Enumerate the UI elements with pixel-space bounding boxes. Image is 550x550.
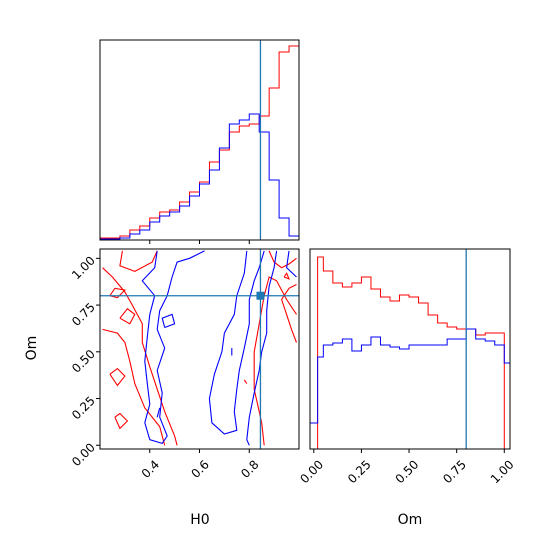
om-hist-red — [310, 256, 505, 450]
contour-red-6 — [109, 287, 127, 299]
h0-marginal-panel — [99, 39, 300, 244]
contour-blue-4 — [161, 313, 176, 329]
h0-om-joint-panel: 0.4 0.6 0.8 0.00 0.25 0.50 0.75 1.00 — [69, 248, 300, 481]
joint-truth-marker — [256, 291, 265, 300]
contour-red-11 — [283, 272, 291, 280]
h0-marginal-frame — [99, 39, 300, 241]
contour-blue-1 — [208, 250, 265, 435]
om-x-tick-label: 0.50 — [393, 457, 422, 486]
om-hist-blue — [309, 328, 511, 449]
contour-blue-2 — [246, 250, 278, 446]
om-x-tick-label: 1.00 — [488, 457, 517, 486]
om-marginal-panel: 0.00 0.25 0.50 0.75 1.00 — [297, 248, 517, 486]
h0-tick-label: 0.6 — [188, 457, 211, 480]
om-marginal-frame — [309, 248, 511, 450]
y-axis-label-om: Om — [24, 336, 40, 361]
h0-tick-label: 0.8 — [238, 457, 261, 480]
contour-red-3 — [114, 412, 129, 430]
contour-red-2 — [119, 250, 158, 273]
h0-tick-label: 0.4 — [139, 457, 162, 480]
joint-contours — [102, 250, 298, 446]
h0-hist-red — [99, 45, 300, 240]
contour-red-1 — [102, 267, 178, 446]
contour-red-8 — [253, 276, 297, 446]
om-x-tick-label: 0.75 — [440, 457, 469, 486]
contour-red-10 — [243, 379, 248, 384]
contour-red-7 — [268, 250, 297, 269]
contour-blue-0 — [141, 250, 205, 445]
contour-blue-6 — [156, 407, 161, 418]
contour-red-9 — [280, 284, 298, 343]
om-tick-label: 0.50 — [69, 347, 98, 376]
om-tick-label: 0.25 — [69, 394, 98, 423]
contour-red-0 — [102, 328, 166, 446]
om-x-tick-label: 0.25 — [345, 457, 374, 486]
om-tick-label: 0.00 — [69, 440, 98, 469]
x-axis-label-om: Om — [398, 512, 423, 528]
x-axis-label-h0: H0 — [190, 512, 209, 528]
contour-red-4 — [109, 367, 126, 387]
om-tick-label: 0.75 — [69, 300, 98, 329]
h0-hist-blue — [99, 113, 300, 240]
contour-red-5 — [119, 308, 136, 325]
om-tick-label: 1.00 — [69, 253, 98, 282]
contour-blue-3 — [286, 250, 297, 278]
joint-frame — [99, 248, 300, 450]
om-x-tick-label: 0.00 — [297, 457, 326, 486]
